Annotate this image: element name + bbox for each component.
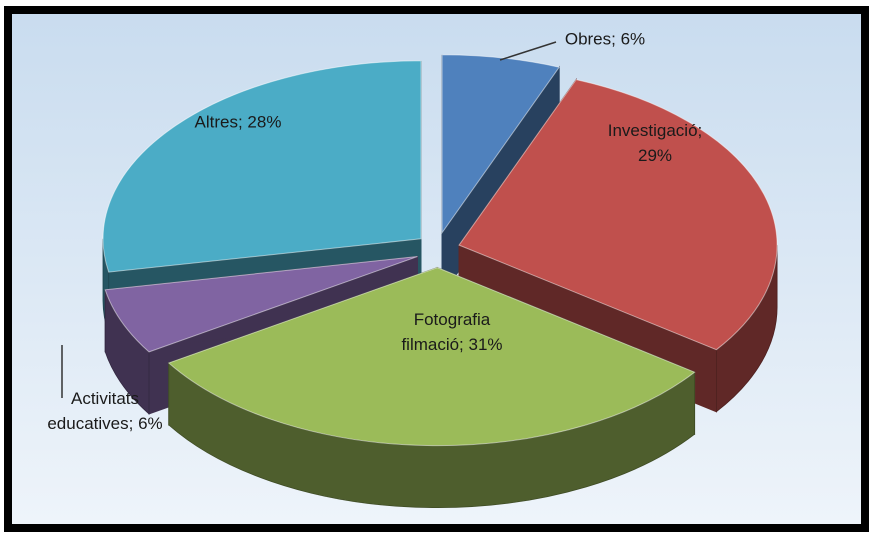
slice	[441, 54, 561, 235]
slice	[102, 60, 422, 273]
slice	[104, 256, 418, 353]
data-label: educatives; 6%	[47, 414, 162, 433]
slice	[167, 267, 696, 447]
slice	[458, 79, 778, 351]
leader-line	[499, 41, 557, 61]
data-label: 29%	[638, 146, 672, 165]
data-label: Altres; 28%	[195, 112, 282, 131]
data-label: Obres; 6%	[565, 29, 645, 48]
data-label: Investigació;	[608, 121, 703, 140]
data-label: filmació; 31%	[401, 335, 502, 354]
data-label: Activitats	[71, 389, 139, 408]
data-label: Fotografia	[414, 310, 491, 329]
pie: Obres; 6% Investigació; 29% Fotografia filma…	[47, 29, 778, 508]
